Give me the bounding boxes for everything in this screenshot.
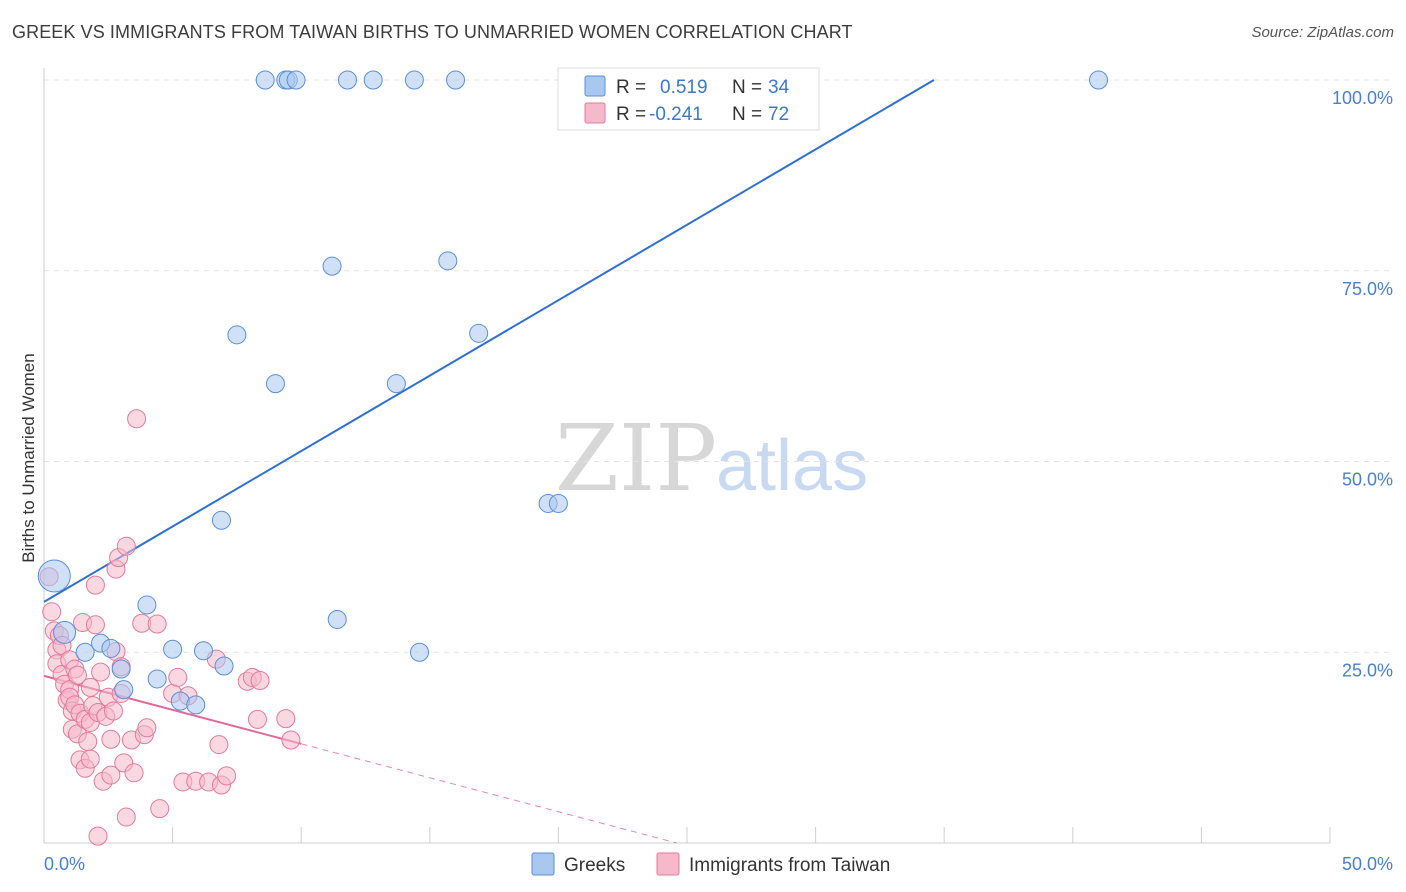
watermark-zip: ZIP: [555, 405, 717, 512]
point-greeks: [548, 493, 568, 513]
point-greeks: [186, 695, 206, 715]
point-greeks: [53, 620, 77, 644]
point-greeks: [37, 559, 71, 593]
trend-line-dashed-1: [301, 743, 677, 844]
legend-r-value: -0.241: [649, 104, 703, 125]
point-greeks: [469, 323, 489, 343]
point-greeks: [363, 70, 383, 90]
legend-label-greeks: Greeks: [564, 855, 625, 876]
point-taiwan: [85, 575, 105, 595]
point-taiwan: [147, 614, 167, 634]
point-taiwan: [42, 602, 62, 622]
point-greeks: [337, 70, 357, 90]
point-taiwan: [127, 409, 147, 429]
point-taiwan: [124, 763, 144, 783]
point-taiwan: [116, 536, 136, 556]
point-taiwan: [67, 665, 87, 685]
legend-label-taiwan: Immigrants from Taiwan: [689, 855, 890, 876]
point-greeks: [211, 510, 231, 530]
point-greeks: [227, 325, 247, 345]
axes: [43, 68, 1331, 844]
point-greeks: [322, 256, 342, 276]
legend-swatch-greeks: [531, 852, 555, 876]
point-taiwan: [103, 701, 123, 721]
legend-n-label: N =: [732, 104, 762, 125]
point-greeks: [163, 639, 183, 659]
series-legend: Greeks Immigrants from Taiwan: [531, 852, 890, 876]
point-greeks: [386, 374, 406, 394]
point-taiwan: [85, 615, 105, 635]
point-taiwan: [80, 677, 100, 697]
point-greeks: [111, 659, 131, 679]
source-credit: Source: ZipAtlas.com: [1251, 24, 1394, 41]
y-tick-label: 75.0%: [1342, 279, 1393, 299]
point-greeks: [147, 669, 167, 689]
point-greeks: [114, 680, 134, 700]
data-points: [37, 70, 1109, 846]
point-taiwan: [78, 732, 98, 752]
x-tick-label: 0.0%: [44, 854, 85, 874]
point-greeks: [404, 70, 424, 90]
point-greeks: [75, 642, 95, 662]
point-taiwan: [88, 826, 108, 846]
legend-swatch-taiwan: [584, 102, 606, 124]
legend-n-value: 34: [768, 77, 790, 98]
legend-r-label: R =: [616, 77, 646, 98]
trend-line-0: [43, 79, 935, 603]
point-greeks: [1089, 70, 1109, 90]
point-greeks: [101, 638, 121, 658]
point-greeks: [327, 609, 347, 629]
point-taiwan: [168, 667, 188, 687]
point-taiwan: [80, 749, 100, 769]
point-taiwan: [209, 735, 229, 755]
x-tick-label: 50.0%: [1342, 854, 1393, 874]
gridlines: [44, 79, 1394, 653]
point-greeks: [438, 251, 458, 271]
y-tick-label: 50.0%: [1342, 470, 1393, 490]
point-taiwan: [281, 730, 301, 750]
point-taiwan: [217, 766, 237, 786]
legend-r-value: 0.519: [660, 77, 708, 98]
correlation-legend: R = 0.519 N = 34 R = -0.241 N = 72: [557, 67, 820, 131]
chart-title: GREEK VS IMMIGRANTS FROM TAIWAN BIRTHS T…: [12, 22, 853, 42]
point-greeks: [265, 374, 285, 394]
y-tick-label: 100.0%: [1332, 88, 1393, 108]
point-greeks: [214, 656, 234, 676]
legend-n-label: N =: [732, 77, 762, 98]
y-axis-label: Births to Unmarried Women: [19, 353, 38, 562]
point-taiwan: [250, 670, 270, 690]
y-tick-label: 25.0%: [1342, 660, 1393, 680]
point-taiwan: [150, 799, 170, 819]
legend-r-label: R =: [616, 104, 646, 125]
point-greeks: [410, 642, 430, 662]
legend-swatch-greeks: [584, 75, 606, 97]
point-greeks: [286, 70, 306, 90]
point-taiwan: [276, 709, 296, 729]
watermark-atlas: atlas: [716, 426, 868, 506]
point-taiwan: [91, 662, 111, 682]
point-greeks: [446, 70, 466, 90]
point-taiwan: [247, 709, 267, 729]
tick-labels: 25.0% 50.0% 75.0% 100.0% 0.0% 50.0%: [44, 88, 1393, 874]
point-taiwan: [116, 807, 136, 827]
legend-n-value: 72: [768, 104, 789, 125]
legend-swatch-taiwan: [656, 852, 680, 876]
point-taiwan: [101, 765, 121, 785]
point-taiwan: [137, 718, 157, 738]
point-taiwan: [101, 729, 121, 749]
point-greeks: [193, 641, 213, 661]
point-greeks: [137, 595, 157, 615]
point-greeks: [255, 70, 275, 90]
